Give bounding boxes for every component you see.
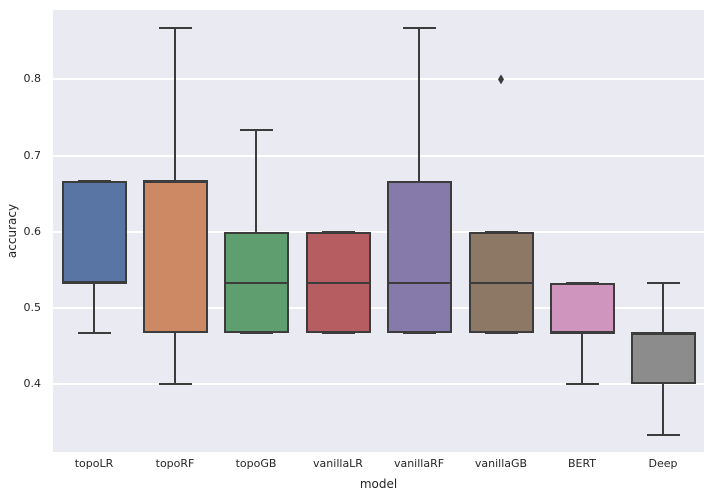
whisker-cap-upper (402, 27, 436, 30)
gridline (53, 306, 704, 309)
box-topoRF (142, 180, 208, 334)
whisker-cap-lower (77, 332, 111, 335)
box-BERT (549, 282, 615, 334)
whisker-lower (93, 282, 95, 334)
whisker-lower (174, 333, 176, 385)
gridline (53, 230, 704, 233)
y-tick-label: 0.5 (23, 300, 42, 314)
x-tick-label: vanillaRF (393, 457, 445, 470)
whisker-upper (174, 28, 176, 181)
whisker-cap-lower (646, 434, 680, 437)
x-tick-label: vanillaLR (313, 457, 363, 470)
whisker-cap-upper (77, 179, 111, 182)
median-line (630, 332, 696, 335)
median-line (223, 281, 289, 284)
whisker-upper (418, 28, 420, 181)
gridline (53, 383, 704, 386)
whisker-lower (662, 384, 664, 436)
median-line (386, 281, 452, 284)
median-line (61, 281, 127, 284)
box-vanillaRF (386, 180, 452, 334)
whisker-cap-upper (158, 27, 192, 30)
box-topoLR (61, 180, 127, 283)
outlier-marker (498, 74, 504, 85)
median-line (305, 281, 371, 284)
whisker-cap-upper (321, 230, 355, 233)
y-tick-label: 0.6 (23, 224, 42, 238)
whisker-cap-lower (158, 383, 192, 386)
whisker-upper (255, 130, 257, 232)
y-tick-label: 0.4 (23, 377, 42, 391)
whisker-cap-upper (239, 129, 273, 132)
x-tick-label: topoRF (155, 457, 195, 470)
median-line (549, 332, 615, 335)
y-tick-label: 0.7 (23, 148, 42, 162)
whisker-cap-upper (646, 281, 680, 284)
y-axis-ticks: 0.4 0.5 0.6 0.7 0.8 (0, 10, 47, 452)
x-tick-label: topoLR (74, 457, 114, 470)
x-axis-ticks: topoLR topoRF topoGB vanillaLR vanillaRF vani… (53, 457, 704, 473)
median-line (468, 281, 534, 284)
whisker-cap-lower (565, 383, 599, 386)
x-tick-label: Deep (648, 457, 678, 470)
plot-area (53, 10, 704, 452)
x-tick-label: topoGB (235, 457, 277, 470)
whisker-cap-lower (321, 332, 355, 335)
whisker-upper (662, 282, 664, 334)
whisker-cap-lower (402, 332, 436, 335)
gridline (53, 154, 704, 157)
whisker-lower (581, 333, 583, 385)
median-line (142, 179, 208, 182)
x-tick-label: BERT (567, 457, 597, 470)
whisker-cap-upper (484, 230, 518, 233)
whisker-cap-lower (484, 332, 518, 335)
box-Deep (630, 333, 696, 385)
whisker-cap-lower (239, 332, 273, 335)
x-tick-label: vanillaGB (474, 457, 528, 470)
whisker-cap-upper (565, 281, 599, 284)
gridline (53, 78, 704, 81)
y-tick-label: 0.8 (23, 72, 42, 86)
x-axis-label: model (359, 477, 398, 491)
